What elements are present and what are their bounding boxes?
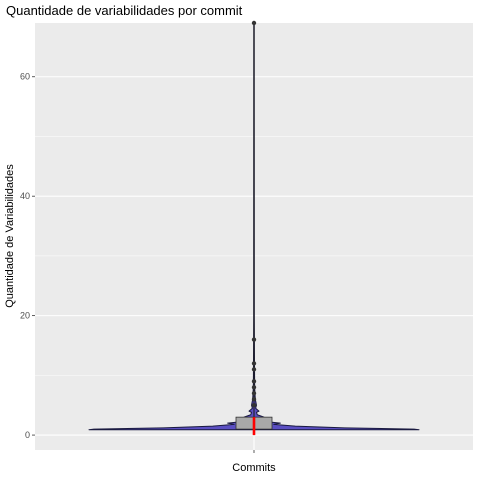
outlier-point [251,367,257,372]
outlier-point [251,379,257,384]
outlier-point [251,397,257,402]
y-axis-title: Quantidade de Variabilidades [4,164,16,308]
box-layer [235,23,273,436]
y-tick-label: 20 [20,311,30,321]
y-axis-ticks: 0 20 40 60 [20,72,35,440]
outlier-point [251,403,257,408]
y-tick-label: 40 [20,191,30,201]
outlier-point [251,385,257,390]
x-axis-title: Commits [232,462,276,474]
y-tick-label: 0 [25,430,30,440]
outlier-points [251,20,257,408]
chart-title: Quantidade de variabilidades por commit [6,3,243,18]
outlier-point [251,361,257,366]
outlier-point [251,20,257,26]
y-tick-label: 60 [20,72,30,82]
outlier-point [251,391,257,396]
outlier-point [251,337,257,342]
